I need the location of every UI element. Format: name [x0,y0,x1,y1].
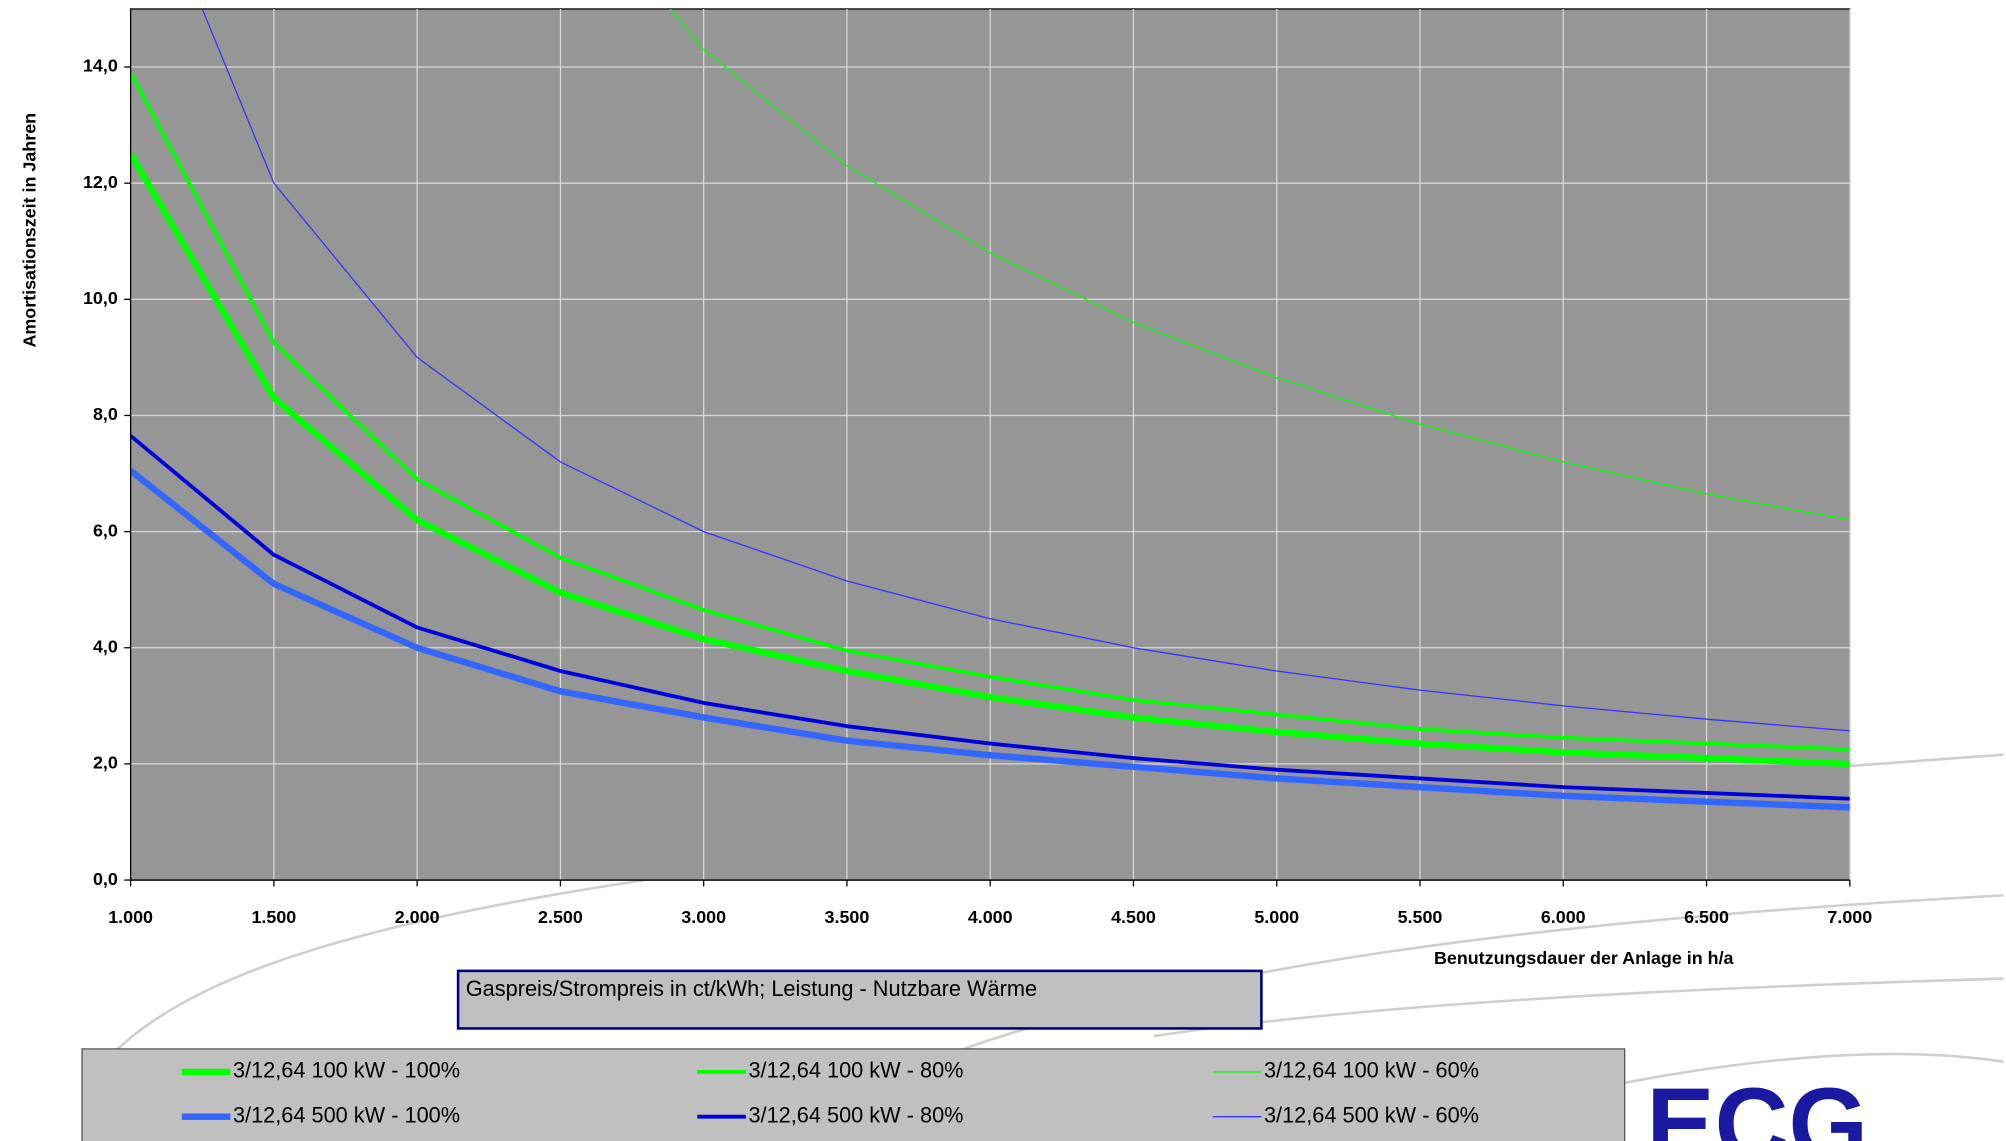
legend-box [81,1048,1626,1141]
x-tick-label: 4.000 [968,907,1013,927]
legend-title: Gaspreis/Strompreis in ct/kWh; Leistung … [466,976,1037,1001]
legend-label: 3/12,64 500 kW - 60% [1264,1102,1479,1127]
x-tick-label: 6.000 [1541,907,1586,927]
series-line [130,434,1850,801]
y-axis-label: Amortisationszeit in Jahren [20,113,40,348]
y-tick-label: 10,0 [83,288,118,308]
legend-label: 3/12,64 100 kW - 80% [748,1058,963,1083]
y-tick-label: 4,0 [93,636,118,656]
series-line [130,71,1850,752]
legend-label: 3/12,64 100 kW - 100% [233,1058,460,1083]
x-tick-label: 7.000 [1827,907,1872,927]
x-tick-label: 6.500 [1684,907,1729,927]
y-tick-label: 14,0 [83,56,118,76]
series-line [130,468,1850,811]
y-tick-label: 6,0 [93,520,118,540]
x-tick-label: 5.000 [1254,907,1299,927]
x-tick-label: 3.000 [681,907,726,927]
y-tick-label: 0,0 [93,869,118,889]
logo: ECG [1646,1066,1868,1141]
x-tick-label: 2.000 [395,907,440,927]
x-tick-label: 5.500 [1398,907,1443,927]
legend-label: 3/12,64 500 kW - 80% [748,1102,963,1127]
y-tick-label: 2,0 [93,753,118,773]
x-tick-label: 2.500 [538,907,583,927]
x-tick-label: 1.000 [108,907,153,927]
series-line [201,8,1850,732]
x-tick-label: 4.500 [1111,907,1156,927]
x-tick-label: 3.500 [825,907,870,927]
y-tick-label: 12,0 [83,172,118,192]
legend-title-box [456,969,1263,1030]
x-axis-label: Benutzungsdauer der Anlage in h/a [1434,948,1735,968]
x-tick-label: 1.500 [251,907,296,927]
legend-label: 3/12,64 500 kW - 100% [233,1102,460,1127]
series-line [130,152,1850,768]
y-tick-label: 8,0 [93,404,118,424]
legend-label: 3/12,64 100 kW - 60% [1264,1058,1479,1083]
series-line [669,8,1850,521]
